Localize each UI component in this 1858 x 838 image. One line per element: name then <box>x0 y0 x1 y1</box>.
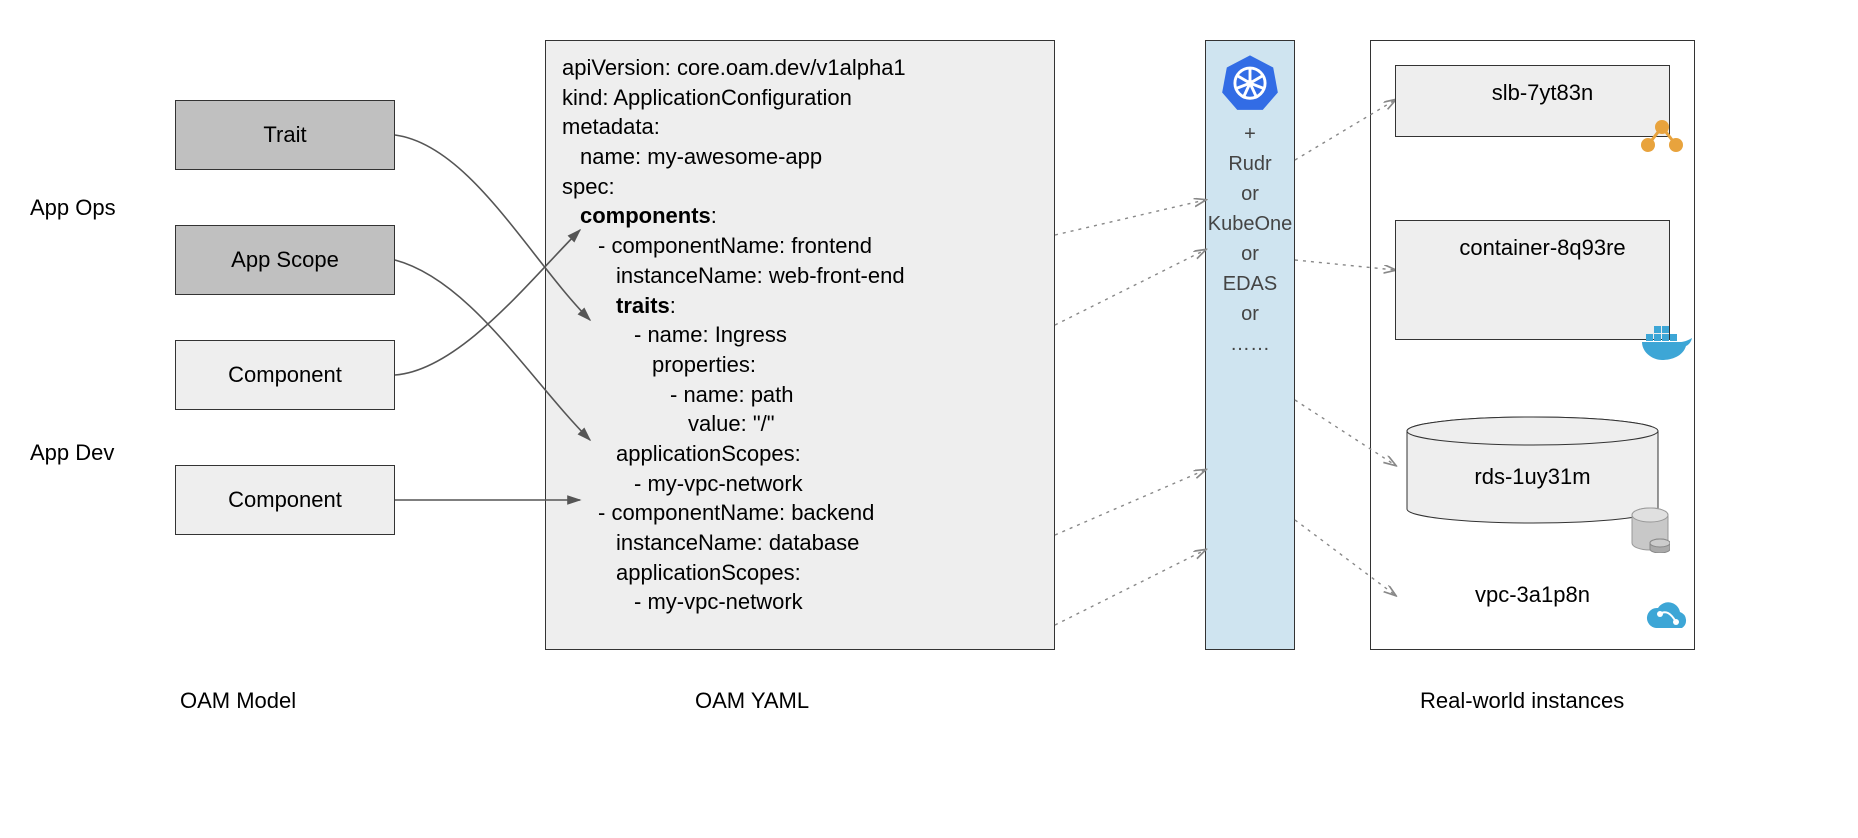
runtime-column: +RudrorKubeOneorEDASor…… <box>1205 40 1295 650</box>
label-real-world: Real-world instances <box>1420 688 1624 714</box>
label-app-ops: App Ops <box>30 195 116 221</box>
oam-box-component: Component <box>175 465 395 535</box>
svg-text:rds-1uy31m: rds-1uy31m <box>1474 464 1590 489</box>
lb-icon <box>1640 119 1684 158</box>
edge-dashed <box>1055 470 1205 535</box>
oam-box-app-scope: App Scope <box>175 225 395 295</box>
instance-vpc-3a1p8n: vpc-3a1p8n <box>1395 578 1670 618</box>
label-oam-yaml: OAM YAML <box>695 688 809 714</box>
db-icon <box>1630 507 1670 558</box>
oam-box-component: Component <box>175 340 395 410</box>
kubernetes-icon <box>1221 53 1279 111</box>
cloud-icon <box>1640 600 1694 641</box>
label-app-dev: App Dev <box>30 440 114 466</box>
label-oam-model: OAM Model <box>180 688 296 714</box>
runtime-text: +RudrorKubeOneorEDASor…… <box>1206 119 1294 359</box>
yaml-panel: apiVersion: core.oam.dev/v1alpha1kind: A… <box>545 40 1055 650</box>
instance-container-8q93re: container-8q93re <box>1395 220 1670 340</box>
edge-dashed <box>1055 200 1205 235</box>
oam-box-trait: Trait <box>175 100 395 170</box>
instance-rds-1uy31m: rds-1uy31m <box>1405 415 1660 525</box>
edge-dashed <box>1055 250 1205 325</box>
instance-slb-7yt83n: slb-7yt83n <box>1395 65 1670 137</box>
docker-icon <box>1640 322 1696 367</box>
edge-dashed <box>1055 550 1205 625</box>
